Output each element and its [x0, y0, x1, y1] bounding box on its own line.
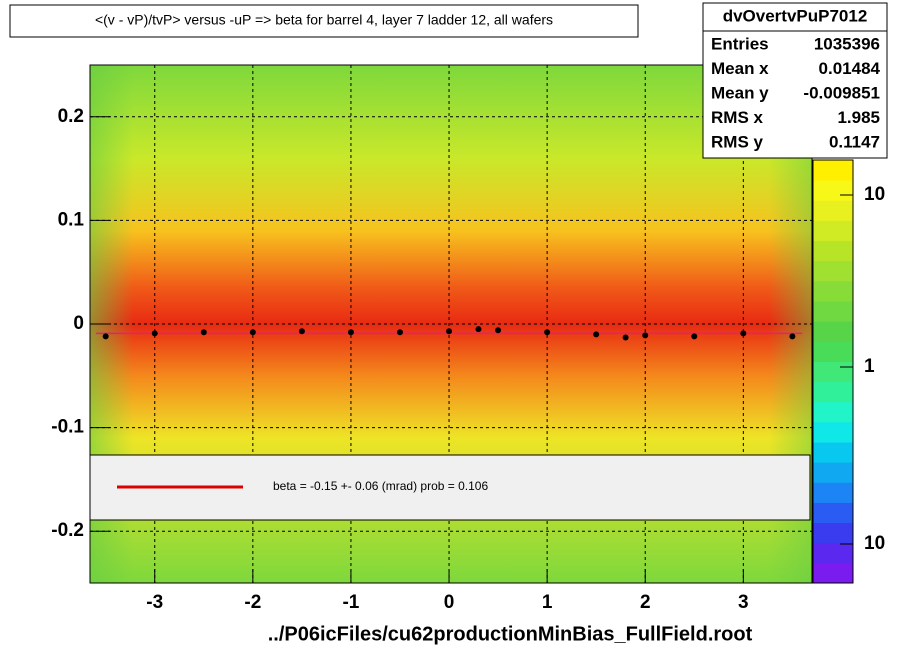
- x-tick-label: 2: [640, 592, 651, 613]
- colorbar-cell: [813, 482, 853, 503]
- colorbar-label: 10: [864, 184, 885, 205]
- stats-value: 1.985: [837, 108, 880, 127]
- x-tick-label: -2: [244, 592, 261, 613]
- x-tick-label: -1: [342, 592, 359, 613]
- profile-point: [298, 328, 305, 335]
- profile-point: [622, 334, 629, 341]
- colorbar-frame: [812, 159, 854, 584]
- x-tick-label: 3: [738, 592, 749, 613]
- profile-point: [593, 331, 600, 338]
- profile-point: [495, 327, 502, 334]
- colorbar-cell: [813, 421, 853, 443]
- stats-box: [702, 2, 888, 159]
- chart-title: <(v - vP)/tvP> versus -uP => beta for ba…: [95, 12, 553, 28]
- colorbar-cell: [813, 381, 853, 403]
- y-tick-label: 0.1: [58, 209, 85, 230]
- colorbar-cell: [813, 401, 853, 423]
- profile-point: [740, 330, 747, 337]
- profile-point: [249, 329, 256, 336]
- profile-point: [151, 330, 158, 337]
- profile-point: [544, 329, 551, 336]
- colorbar-cell: [813, 502, 853, 524]
- profile-point: [691, 333, 698, 340]
- colorbar-cell: [813, 220, 853, 242]
- profile-point: [396, 329, 403, 336]
- colorbar-cell: [813, 321, 853, 342]
- y-tick-label: -0.1: [51, 417, 84, 438]
- stats-label: RMS x: [711, 108, 764, 127]
- profile-point: [102, 333, 109, 340]
- x-axis-label: ../P06icFiles/cu62productionMinBias_Full…: [268, 623, 753, 645]
- stats-value: 0.1147: [829, 132, 880, 151]
- colorbar-cell: [813, 200, 853, 221]
- stats-value: 1035396: [814, 34, 880, 53]
- colorbar-cell: [813, 462, 853, 483]
- colorbar-cell: [813, 301, 853, 322]
- profile-point: [789, 333, 796, 340]
- profile-point: [642, 332, 649, 339]
- x-tick-label: -3: [146, 592, 163, 613]
- profile-point: [446, 328, 453, 335]
- x-tick-label: 1: [542, 592, 553, 613]
- colorbar-cell: [813, 522, 853, 544]
- colorbar-cell: [813, 160, 853, 181]
- profile-point: [200, 329, 207, 336]
- y-tick-label: 0.2: [58, 106, 84, 127]
- colorbar-cell: [813, 180, 853, 201]
- colorbar-cell: [813, 562, 853, 584]
- stats-label: Mean y: [711, 83, 769, 102]
- stats-label: RMS y: [711, 132, 764, 151]
- stats-name: dvOvertvPuP7012: [723, 6, 868, 25]
- colorbar-label: 10: [864, 533, 885, 554]
- colorbar-cell: [813, 542, 853, 564]
- colorbar-cell: [813, 361, 853, 383]
- colorbar-cell: [813, 240, 853, 262]
- title-box: [9, 4, 639, 38]
- profile-point: [475, 326, 482, 333]
- x-tick-label: 0: [444, 592, 455, 613]
- y-tick-label: -0.2: [51, 520, 84, 541]
- colorbar-label: 1: [864, 356, 875, 377]
- colorbar-cell: [813, 442, 853, 463]
- stats-label: Entries: [711, 34, 769, 53]
- legend-text: beta = -0.15 +- 0.06 (mrad) prob = 0.106: [273, 479, 488, 493]
- colorbar-cell: [813, 260, 853, 282]
- stats-value: -0.009851: [803, 83, 880, 102]
- colorbar-cell: [813, 341, 853, 362]
- stats-value: 0.01484: [819, 59, 881, 78]
- y-tick-label: 0: [73, 313, 84, 334]
- profile-point: [347, 329, 354, 336]
- stats-label: Mean x: [711, 59, 769, 78]
- colorbar-cell: [813, 280, 853, 302]
